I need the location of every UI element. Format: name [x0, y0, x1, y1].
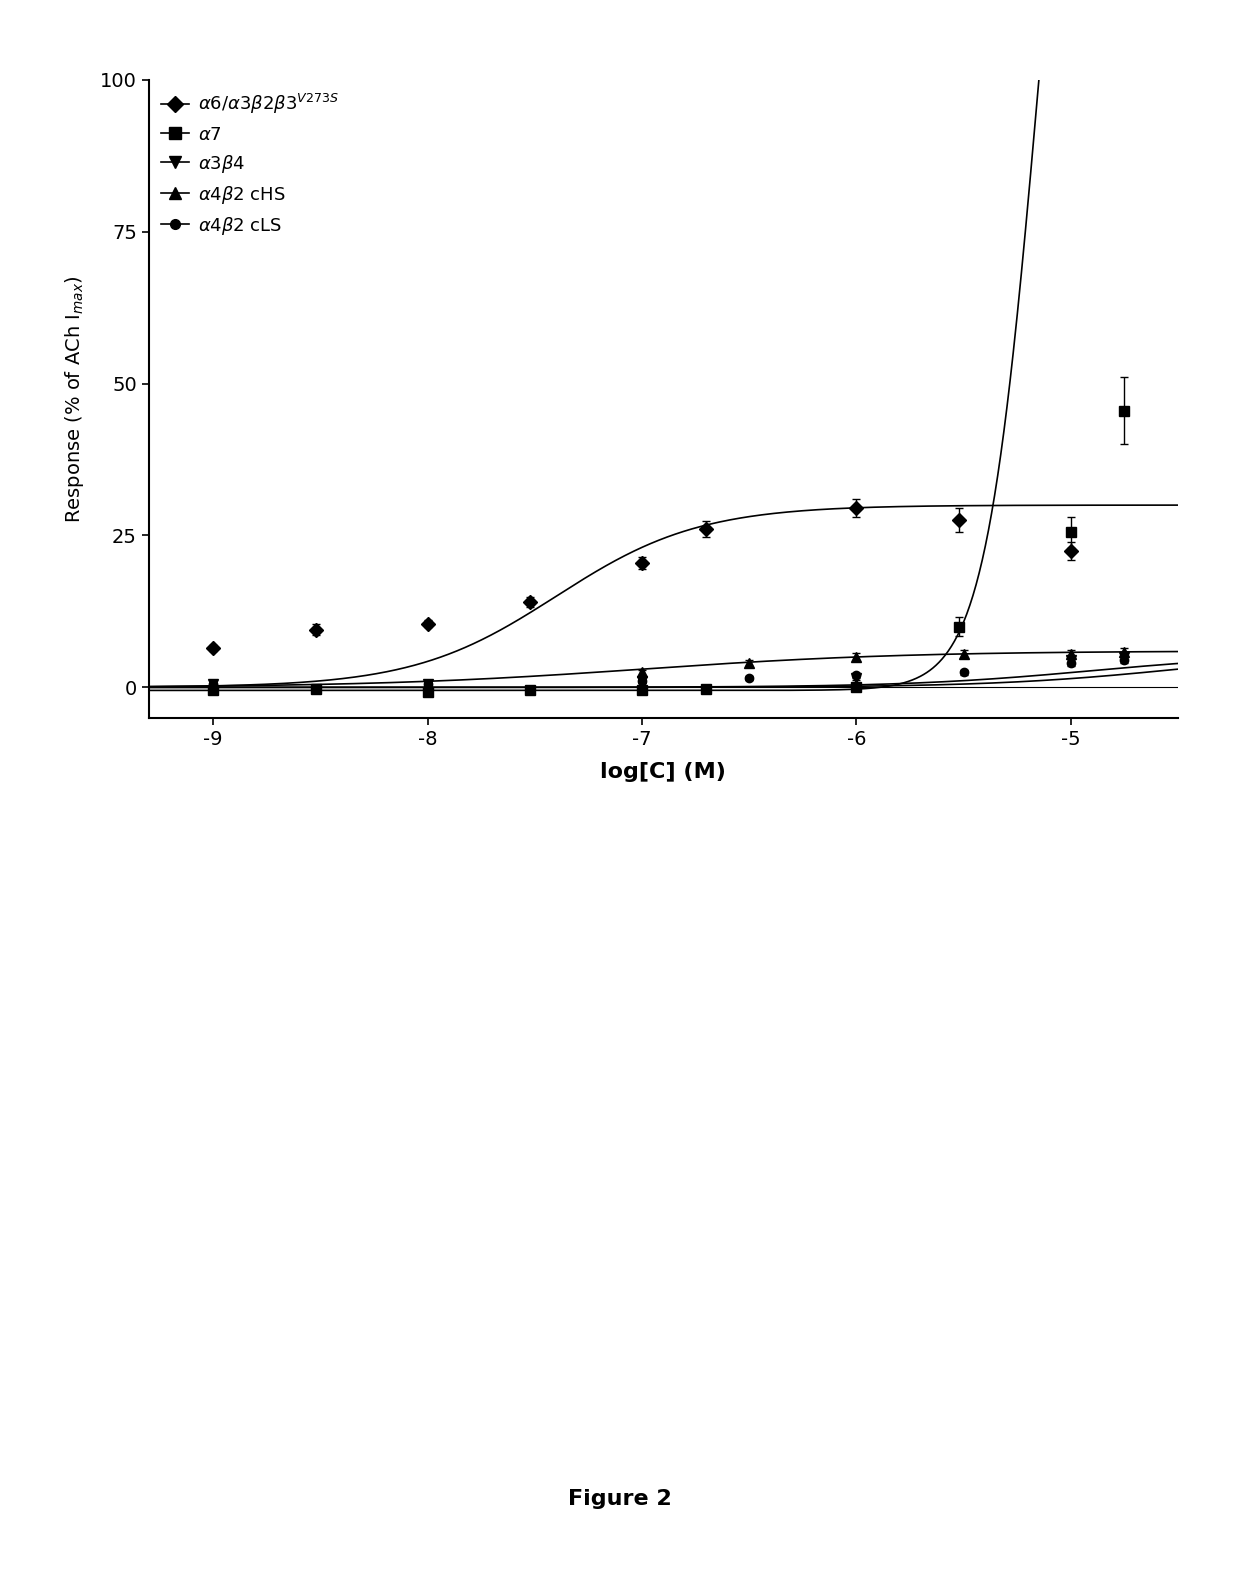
- Legend: $\alpha$6/$\alpha$3$\beta$2$\beta$3$^{V273S}$, $\alpha$7, $\alpha$3$\beta$4, $\a: $\alpha$6/$\alpha$3$\beta$2$\beta$3$^{V2…: [157, 89, 342, 241]
- Text: Figure 2: Figure 2: [568, 1490, 672, 1509]
- X-axis label: log[C] (M): log[C] (M): [600, 762, 727, 783]
- Y-axis label: Response (% of ACh I$_{max}$): Response (% of ACh I$_{max}$): [63, 274, 87, 523]
